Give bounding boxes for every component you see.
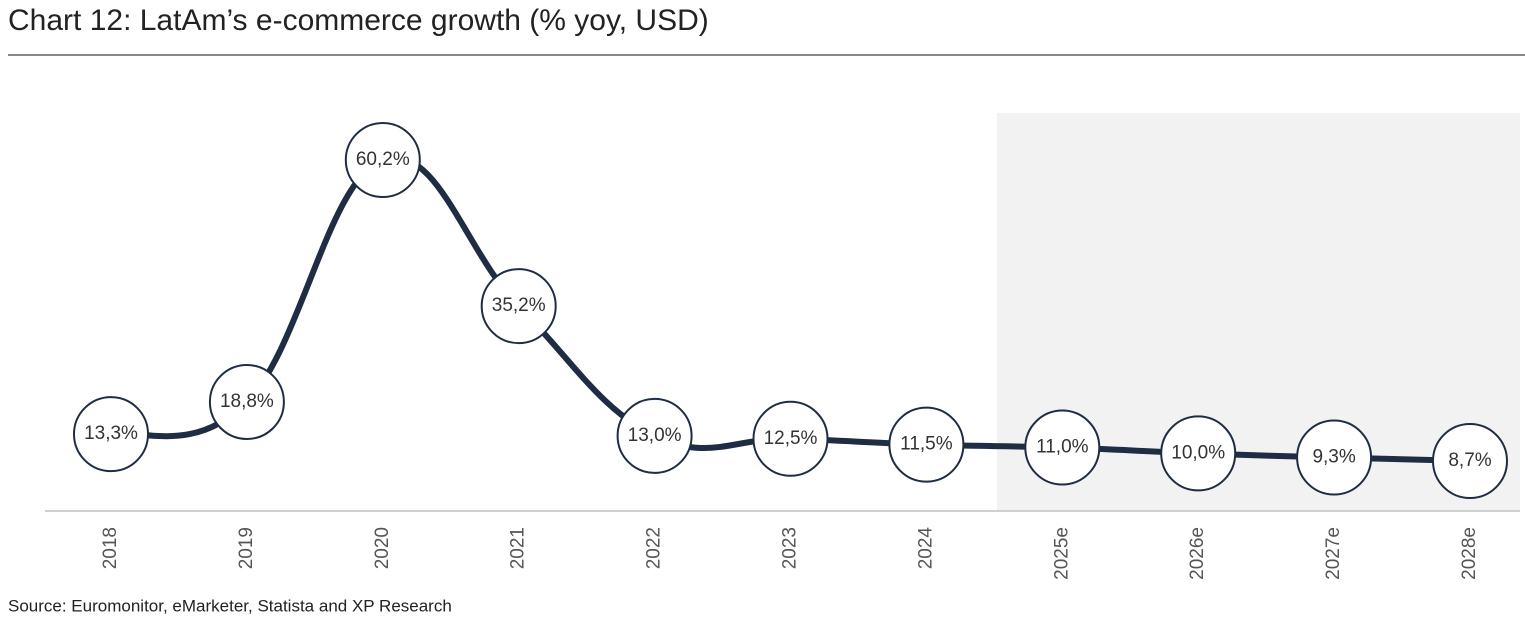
data-label: 11,5% <box>900 434 953 455</box>
data-label: 8,7% <box>1448 450 1491 471</box>
x-tick-label: 2027e <box>1323 527 1344 580</box>
data-point <box>480 268 557 345</box>
data-point <box>752 400 829 477</box>
data-point <box>73 396 149 473</box>
data-point <box>344 122 421 198</box>
data-point <box>208 363 285 440</box>
data-label: 10,0% <box>1171 442 1225 463</box>
data-label: 11,0% <box>1036 437 1089 458</box>
x-tick-label: 2023 <box>780 527 801 569</box>
data-label: 13,3% <box>84 423 138 444</box>
x-tick-label: 2024 <box>915 527 936 570</box>
x-tick-label: 2020 <box>372 527 393 569</box>
data-point <box>616 397 693 474</box>
chart-title: Chart 12: LatAm’s e-commerce growth (% y… <box>8 4 709 37</box>
data-label: 12,5% <box>764 428 818 449</box>
data-label: 9,3% <box>1312 447 1355 468</box>
data-point <box>1160 415 1237 492</box>
x-tick-label: 2028e <box>1459 527 1480 580</box>
data-point <box>1296 419 1373 496</box>
source-note: Source: Euromonitor, eMarketer, Statista… <box>8 596 452 615</box>
x-tick-label: 2022 <box>644 527 665 569</box>
data-label: 18,8% <box>220 391 274 412</box>
data-label: 35,2% <box>492 295 546 316</box>
x-tick-label: 2026e <box>1187 527 1208 580</box>
data-point <box>1024 409 1101 486</box>
x-tick-label: 2025e <box>1051 527 1072 580</box>
data-point <box>888 406 965 483</box>
x-tick-label: 2018 <box>100 527 121 569</box>
x-tick-label: 2019 <box>236 527 257 569</box>
data-label: 13,0% <box>628 425 682 446</box>
data-label: 60,2% <box>356 149 410 170</box>
data-point <box>1432 423 1508 499</box>
x-tick-label: 2021 <box>508 527 529 569</box>
